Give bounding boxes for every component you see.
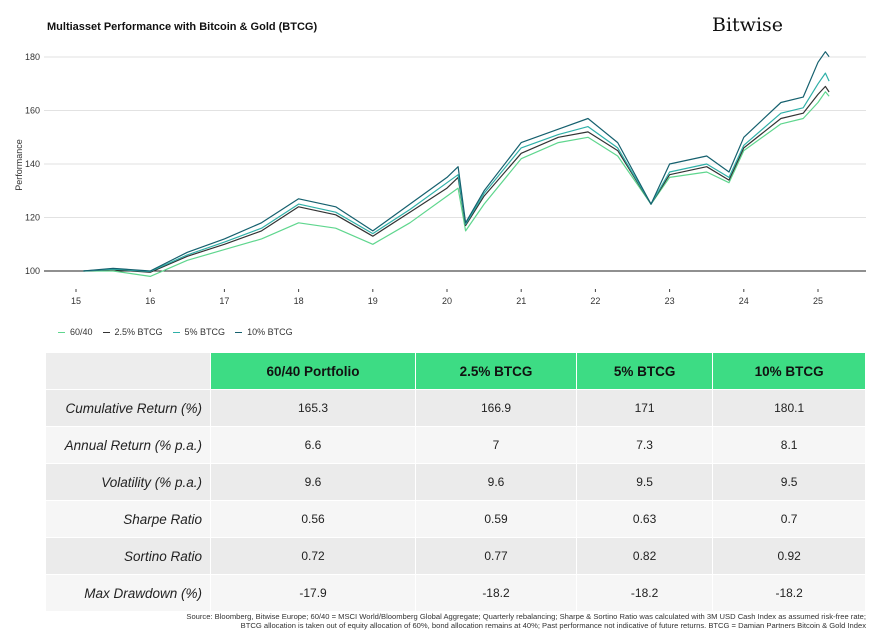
table-cell: -18.2 xyxy=(575,574,714,612)
table-cell: -18.2 xyxy=(415,574,577,612)
source-line: BTCG allocation is taken out of equity a… xyxy=(240,621,866,630)
x-tick-label: 21 xyxy=(516,296,526,306)
x-tick-label: 24 xyxy=(739,296,749,306)
y-tick-label: 140 xyxy=(25,159,40,169)
table-cell: 7 xyxy=(415,426,577,464)
y-tick-label: 100 xyxy=(25,266,40,276)
table-row: Annual Return (% p.a.) 6.6 7 7.3 8.1 xyxy=(45,426,866,464)
x-tick-label: 15 xyxy=(71,296,81,306)
stats-table: 60/40 Portfolio 2.5% BTCG 5% BTCG 10% BTCG … xyxy=(45,352,866,612)
row-label: Sharpe Ratio xyxy=(45,500,211,538)
row-label: Annual Return (% p.a.) xyxy=(45,426,211,464)
table-row: Cumulative Return (%) 165.3 166.9 171 180.1 xyxy=(45,389,866,427)
table-cell: 166.9 xyxy=(415,389,577,427)
table-row: Sharpe Ratio 0.56 0.59 0.63 0.7 xyxy=(45,500,866,538)
y-axis-label: Performance xyxy=(14,139,24,191)
table-cell: 0.56 xyxy=(209,500,417,538)
series-line-10-btcg xyxy=(83,51,830,272)
row-label: Cumulative Return (%) xyxy=(45,389,211,427)
x-tick-label: 20 xyxy=(442,296,452,306)
row-label: Max Drawdown (%) xyxy=(45,574,211,612)
bitwise-logo: Bitwise xyxy=(712,14,784,36)
legend-swatch xyxy=(102,331,110,334)
table-row: Volatility (% p.a.) 9.6 9.6 9.5 9.5 xyxy=(45,463,866,501)
table-cell: 9.5 xyxy=(575,463,714,501)
table-row: Sortino Ratio 0.72 0.77 0.82 0.92 xyxy=(45,537,866,575)
source-note: Source: Bloomberg, Bitwise Europe; 60/40… xyxy=(186,612,866,630)
series-line-2-5-btcg xyxy=(83,85,830,273)
table-cell: 0.92 xyxy=(712,537,866,575)
legend-swatch xyxy=(235,331,243,334)
column-header: 5% BTCG xyxy=(575,352,714,390)
chart-title: Multiasset Performance with Bitcoin & Go… xyxy=(47,21,318,33)
row-label: Volatility (% p.a.) xyxy=(45,463,211,501)
table-cell: 0.72 xyxy=(209,537,417,575)
table-cell: 0.63 xyxy=(575,500,714,538)
table-cell: 0.59 xyxy=(415,500,577,538)
table-cell: 0.77 xyxy=(415,537,577,575)
legend-label: 2.5% BTCG xyxy=(114,327,163,337)
legend-label: 5% BTCG xyxy=(184,327,226,337)
x-tick-label: 17 xyxy=(219,296,229,306)
table-cell: -17.9 xyxy=(209,574,417,612)
table-cell: 8.1 xyxy=(712,426,866,464)
table-cell: 6.6 xyxy=(209,426,417,464)
y-tick-label: 180 xyxy=(25,52,40,62)
x-tick-label: 23 xyxy=(665,296,675,306)
table-cell: 0.7 xyxy=(712,500,866,538)
legend-label: 10% BTCG xyxy=(247,327,293,337)
table-corner xyxy=(45,352,211,390)
table-cell: 171 xyxy=(575,389,714,427)
column-header: 60/40 Portfolio xyxy=(209,352,417,390)
legend-item: 10% BTCG xyxy=(235,327,293,337)
table-cell: 180.1 xyxy=(712,389,866,427)
column-header: 10% BTCG xyxy=(712,352,866,390)
legend-item: 60/40 xyxy=(58,327,93,337)
x-tick-label: 19 xyxy=(368,296,378,306)
table-cell: 165.3 xyxy=(209,389,417,427)
row-label: Sortino Ratio xyxy=(45,537,211,575)
x-tick-label: 16 xyxy=(145,296,155,306)
series-line-5-btcg xyxy=(83,72,830,273)
table-cell: 7.3 xyxy=(575,426,714,464)
legend-item: 5% BTCG xyxy=(172,327,226,337)
chart-legend: 60/40 2.5% BTCG 5% BTCG 10% BTCG xyxy=(58,327,293,337)
performance-chart: 100 120 140 160 180 15 16 17 18 19 20 21 22 23 24 25 Per… xyxy=(14,51,866,306)
table-row: Max Drawdown (%) -17.9 -18.2 -18.2 -18.2 xyxy=(45,574,866,612)
table-cell: -18.2 xyxy=(712,574,866,612)
legend-label: 60/40 xyxy=(70,327,93,337)
column-header: 2.5% BTCG xyxy=(415,352,577,390)
x-tick-label: 22 xyxy=(590,296,600,306)
y-tick-label: 160 xyxy=(25,106,40,116)
legend-swatch xyxy=(172,331,180,334)
table-cell: 9.6 xyxy=(209,463,417,501)
legend-item: 2.5% BTCG xyxy=(102,327,163,337)
legend-swatch xyxy=(58,331,65,334)
source-line: Source: Bloomberg, Bitwise Europe; 60/40… xyxy=(186,612,866,621)
table-cell: 9.5 xyxy=(712,463,866,501)
x-tick-label: 18 xyxy=(294,296,304,306)
table-cell: 9.6 xyxy=(415,463,577,501)
series-line-60-40 xyxy=(83,91,830,277)
x-tick-label: 25 xyxy=(813,296,823,306)
table-cell: 0.82 xyxy=(575,537,714,575)
y-tick-label: 120 xyxy=(25,213,40,223)
